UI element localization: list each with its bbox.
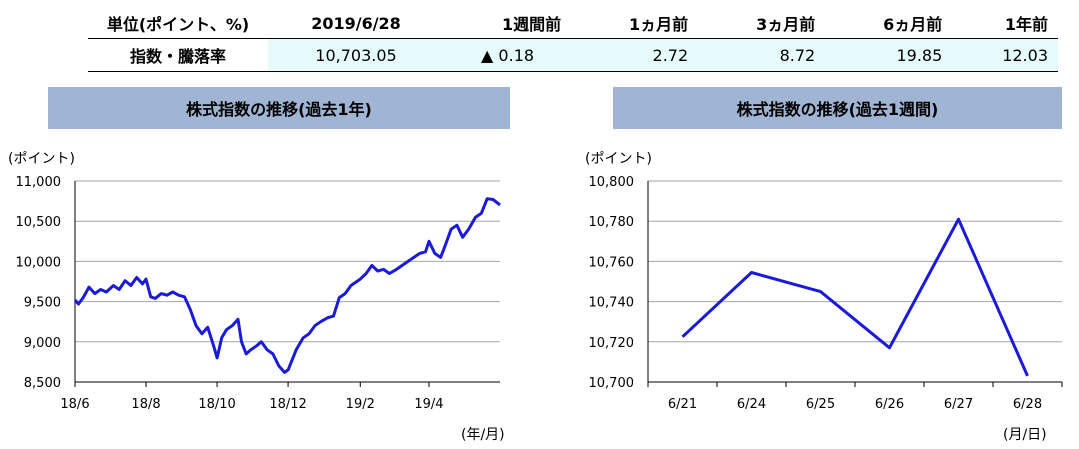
chart-title-1week: 株式指数の推移(過去1週間): [613, 87, 1062, 129]
ylabel-1year: (ポイント): [8, 151, 75, 167]
chart-1week-xtick-label: 6/24: [737, 397, 766, 412]
unit-label: 単位(ポイント、%): [106, 15, 250, 34]
chart-1year-xtick-label: 18/10: [198, 397, 235, 412]
chart-1year-ytick-label: 11,000: [16, 175, 62, 190]
value-1year: 12.03: [952, 38, 1058, 72]
chart-1week-ytick-label: 10,700: [589, 376, 635, 391]
chart-1week-xtick-label: 6/28: [1013, 397, 1042, 412]
chart-1year-xtick-label: 18/6: [60, 397, 89, 412]
col-header-date: 2019/6/28: [311, 13, 401, 33]
chart-1week-ytick-label: 10,800: [589, 175, 635, 190]
chart-1week-xtick-label: 6/21: [668, 397, 697, 412]
ylabel-1week: (ポイント): [585, 151, 652, 167]
value-6month: 19.85: [825, 38, 953, 72]
col-header-1week: 1週間前: [501, 15, 562, 34]
chart-1year-ytick-label: 10,000: [16, 255, 62, 270]
chart-1year-xtick-label: 18/8: [131, 397, 160, 412]
col-header-1month: 1ヵ月前: [629, 15, 689, 34]
col-header-1year: 1年前: [1004, 15, 1048, 34]
col-header-6month: 6ヵ月前: [883, 15, 943, 34]
chart-1week-series-line: [681, 217, 1029, 377]
chart-1year-xtick-label: 19/2: [346, 397, 375, 412]
value-3month: 8.72: [698, 38, 826, 72]
chart-1week-xtick-label: 6/25: [806, 397, 835, 412]
chart-1week-ytick-label: 10,760: [589, 255, 635, 270]
summary-header-row: 単位(ポイント、%) 2019/6/28 1週間前 1ヵ月前 3ヵ月前 6ヵ月前…: [88, 8, 1058, 39]
chart-1year-ytick-label: 8,500: [24, 376, 61, 391]
chart-1year-ytick-label: 9,000: [24, 336, 61, 351]
row-label: 指数・騰落率: [129, 47, 226, 66]
value-1month: 2.72: [571, 38, 699, 72]
chart-1year-ytick-label: 9,500: [24, 296, 61, 311]
chart-title-1year: 株式指数の推移(過去1年): [48, 87, 510, 129]
chart-1week-ytick-label: 10,740: [589, 296, 635, 311]
chart-1week-xtick-label: 6/27: [944, 397, 973, 412]
col-header-3month: 3ヵ月前: [756, 15, 816, 34]
chart-1year-xtick-label: 18/12: [269, 397, 306, 412]
value-1week: ▲ 0.18: [444, 38, 572, 72]
chart-1week-ytick-label: 10,780: [589, 215, 635, 230]
chart-1year-xtick-label: 19/4: [414, 397, 443, 412]
chart-1week-xtick-label: 6/26: [875, 397, 904, 412]
xlabel-1week: (月/日): [1003, 427, 1047, 443]
summary-value-row: 指数・騰落率 10,703.05 ▲ 0.18 2.72 8.72 19.85 …: [88, 38, 1058, 72]
value-index: 10,703.05: [268, 38, 445, 72]
xlabel-1year: (年/月): [461, 427, 505, 443]
chart-1year-ytick-label: 10,500: [16, 215, 62, 230]
chart-1week-ytick-label: 10,720: [589, 336, 635, 351]
chart-1year-series-line: [73, 197, 501, 374]
summary-table: 単位(ポイント、%) 2019/6/28 1週間前 1ヵ月前 3ヵ月前 6ヵ月前…: [88, 8, 1058, 72]
